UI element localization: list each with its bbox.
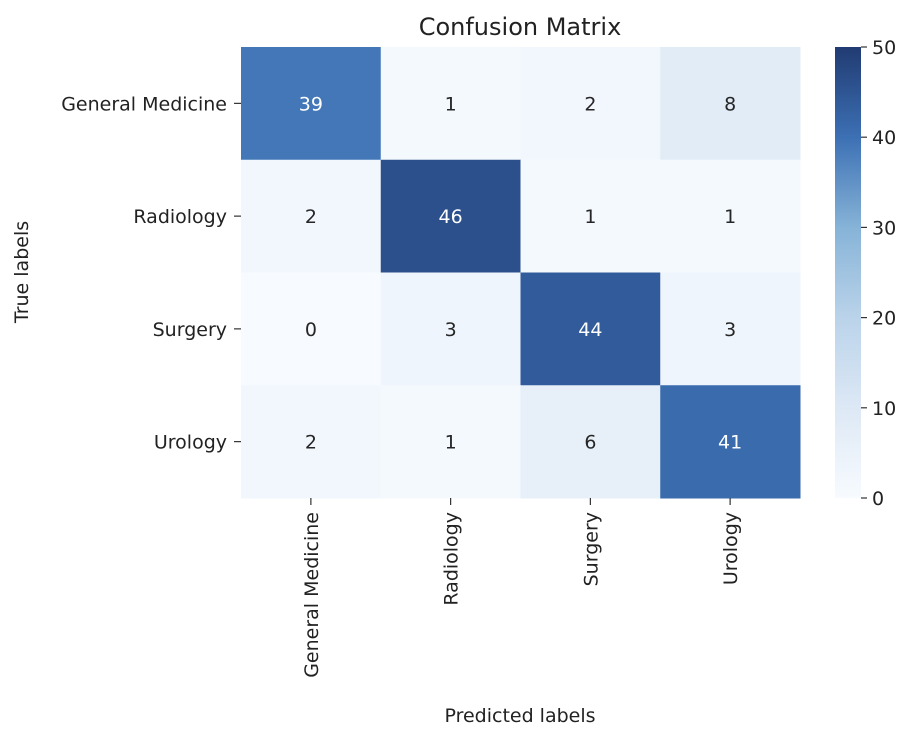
heatmap-cell xyxy=(520,159,661,273)
colorbar-tick-label: 40 xyxy=(872,127,896,149)
colorbar-ticks: 0 10 20 30 40 50 xyxy=(861,37,896,510)
heatmap-cell xyxy=(520,385,661,499)
heatmap-cell xyxy=(241,47,382,161)
cell-value-label: 39 xyxy=(299,93,323,115)
cell-value-label: 1 xyxy=(724,206,736,228)
cell-value-label: 0 xyxy=(305,319,317,341)
heatmap-cell xyxy=(241,159,382,273)
colorbar-tick-label: 10 xyxy=(872,398,896,420)
heatmap-cell xyxy=(660,47,801,161)
heatmap-cell xyxy=(241,385,382,499)
cell-value-label: 46 xyxy=(439,206,463,228)
heatmap-cell xyxy=(380,385,521,499)
cell-value-label: 1 xyxy=(584,206,596,228)
heatmap-cell xyxy=(520,272,661,386)
x-axis-ticks: General Medicine Radiology Surgery Urology xyxy=(301,498,742,678)
cell-value-label: 3 xyxy=(724,319,736,341)
colorbar-tick-label: 50 xyxy=(872,37,896,59)
cell-value-label: 2 xyxy=(305,206,317,228)
cell-value-label: 6 xyxy=(584,432,596,454)
x-tick-label: Radiology xyxy=(441,512,463,606)
cell-value-label: 8 xyxy=(724,93,736,115)
y-tick-label: General Medicine xyxy=(61,93,227,115)
y-tick-label: Urology xyxy=(154,432,227,454)
cell-value-label: 1 xyxy=(445,93,457,115)
heatmap-cell xyxy=(380,159,521,273)
heatmap-cell xyxy=(380,272,521,386)
heatmap-cell xyxy=(380,47,521,161)
colorbar-tick-label: 0 xyxy=(872,488,884,510)
heatmap-cell xyxy=(660,272,801,386)
x-axis-label: Predicted labels xyxy=(444,705,595,727)
cell-value-label: 2 xyxy=(584,93,596,115)
heatmap-cell-labels: 39 1 2 8 2 46 1 1 0 3 44 3 2 1 6 41 xyxy=(299,93,742,453)
cell-value-label: 44 xyxy=(578,319,602,341)
y-axis-label: True labels xyxy=(11,221,33,324)
heatmap-cells xyxy=(241,47,801,499)
cell-value-label: 41 xyxy=(718,432,742,454)
heatmap-cell xyxy=(241,272,382,386)
cell-value-label: 2 xyxy=(305,432,317,454)
cell-value-label: 3 xyxy=(445,319,457,341)
y-tick-label: Radiology xyxy=(133,206,227,228)
x-tick-label: Urology xyxy=(720,512,742,585)
y-tick-label: Surgery xyxy=(153,319,227,341)
cell-value-label: 1 xyxy=(445,432,457,454)
heatmap-cell xyxy=(520,47,661,161)
colorbar-tick-label: 30 xyxy=(872,217,896,239)
heatmap-cell xyxy=(660,385,801,499)
y-axis-ticks: General Medicine Radiology Surgery Urology xyxy=(61,93,241,454)
x-tick-label: General Medicine xyxy=(301,512,323,678)
chart-title: Confusion Matrix xyxy=(419,13,622,41)
heatmap-cell xyxy=(660,159,801,273)
x-tick-label: Surgery xyxy=(580,512,602,586)
colorbar-tick-label: 20 xyxy=(872,308,896,330)
colorbar xyxy=(835,47,861,498)
